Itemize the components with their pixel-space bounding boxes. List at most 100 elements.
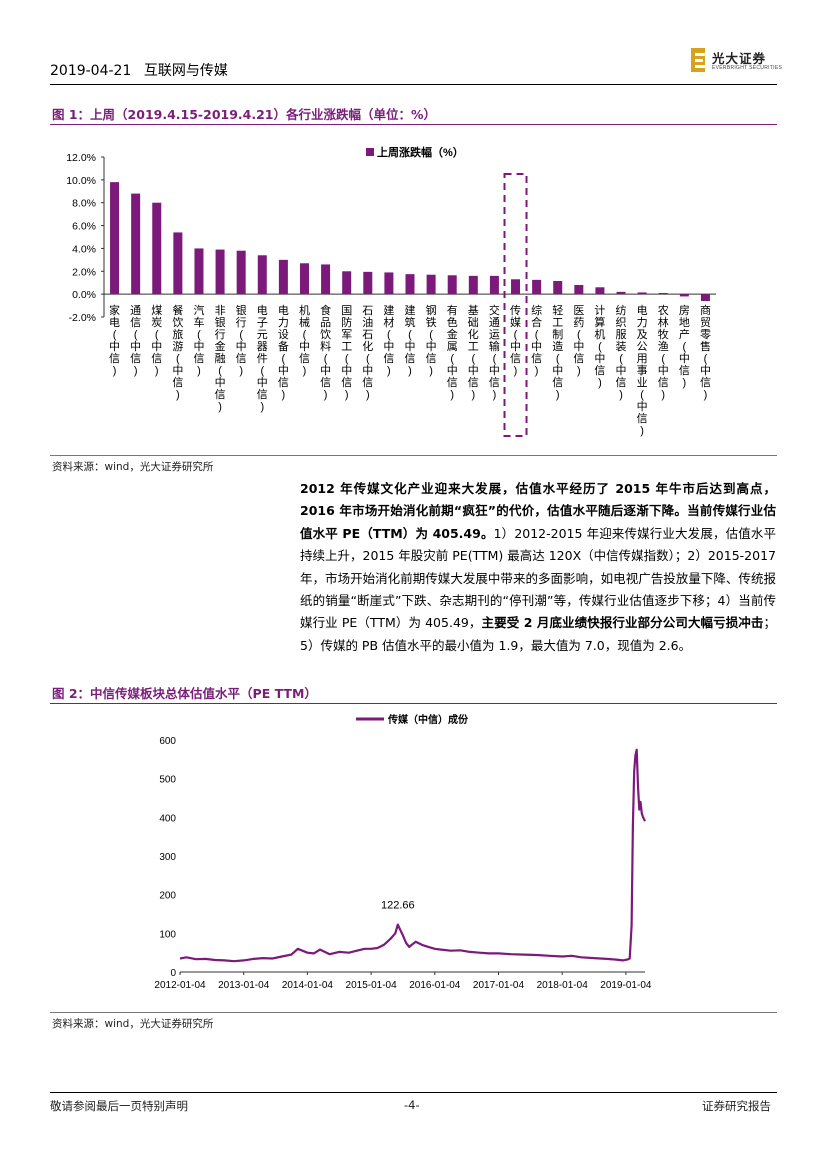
category-char: ): [408, 365, 412, 377]
category-char: (: [387, 329, 391, 341]
category-char: 信: [531, 352, 542, 365]
category-char: 织: [616, 316, 627, 329]
category-char: (: [535, 329, 539, 341]
category-char: (: [577, 329, 581, 341]
category-char: 金: [215, 339, 226, 353]
bar: [131, 193, 141, 295]
figure1-source-rule: [50, 455, 777, 456]
category-char: 合: [531, 315, 542, 329]
analysis-paragraph: 2012 年传媒文化产业迎来大发展，估值水平经历了 2015 年牛市后达到高点，…: [300, 478, 776, 657]
category-char: 电: [257, 304, 268, 317]
category-char: (: [155, 329, 159, 341]
category-char: 林: [658, 315, 669, 329]
category-char: 媒: [510, 316, 521, 329]
footer-disclaimer: 敬请参阅最后一页特别声明: [50, 1099, 188, 1113]
category-char: 公: [637, 341, 648, 353]
category-char: 零: [700, 328, 711, 341]
category-char: 中: [151, 340, 162, 353]
category-char: 房: [679, 304, 690, 317]
peak-annotation: 122.66: [381, 900, 415, 912]
paragraph-text-a: 1）2012-2015 年迎来传媒行业大发展，估值水平持续上升，2015 年股灾…: [300, 525, 777, 631]
category-text: 餐饮旅游(中信): [172, 303, 183, 401]
category-char: 电: [278, 304, 289, 317]
category-char: 银: [236, 303, 247, 317]
category-char: 中: [130, 340, 141, 353]
category-text: 石油石化(中信): [362, 305, 373, 401]
category-char: 牧: [658, 327, 669, 341]
category-char: 建: [383, 303, 394, 317]
category-char: ): [113, 365, 117, 377]
category-char: 信: [236, 352, 247, 365]
category-text: 医药(中信): [573, 305, 584, 377]
category-char: ): [282, 389, 286, 401]
category-char: 器: [257, 340, 268, 353]
category-char: (: [683, 341, 687, 353]
figure2-source: 资料来源：wind，光大证券研究所: [52, 1018, 214, 1030]
line-chart: 传媒（中信）成份 0 100 200 300 400 500 600 2012-01-04 2…: [154, 713, 651, 991]
category-char: (: [218, 365, 222, 377]
bar: [553, 281, 563, 295]
category-char: 车: [193, 315, 204, 329]
category-char: 中: [236, 340, 247, 353]
category-char: ): [535, 365, 539, 377]
category-char: ): [366, 389, 370, 401]
category-char: 餐: [172, 303, 183, 317]
category-char: 机: [594, 327, 605, 341]
category-char: (: [197, 329, 201, 341]
category-char: 医: [573, 305, 584, 317]
category-char: 非: [215, 304, 226, 317]
figure1-title: 图 1：上周（2019.4.15-2019.4.21）各行业涨跌幅（单位：%）: [52, 107, 437, 122]
y-tick-label: 0.0%: [72, 289, 96, 301]
category-char: 电: [637, 304, 648, 317]
category-char: ): [598, 377, 602, 389]
figure2-title: 图 2：中信传媒板块总体估值水平（PE TTM）: [52, 686, 317, 701]
x-category-label: 电力及公用事业(中信): [637, 304, 648, 437]
category-char: 国: [341, 304, 352, 317]
category-char: 信: [552, 376, 563, 389]
category-char: 油: [362, 315, 373, 329]
category-char: 金: [447, 327, 458, 341]
category-text: 电力设备(中信): [278, 304, 289, 401]
bar: [363, 271, 373, 295]
category-char: 建: [405, 303, 416, 317]
bar: [384, 272, 394, 295]
logo-text-cn: 光大证券: [712, 51, 767, 66]
category-text: 非银行金融(中信): [215, 304, 226, 413]
figure1-source: 资料来源：wind，光大证券研究所: [52, 461, 214, 473]
y-tick-label: 100: [159, 929, 176, 940]
bar: [426, 274, 436, 295]
x-category-label: 通信(中信): [130, 304, 141, 377]
legend-label: 上周涨跌幅（%）: [377, 145, 464, 159]
category-char: 制: [552, 328, 563, 341]
category-text: 钢铁(中信): [426, 304, 437, 377]
bar-chart: 上周涨跌幅（%） 12.0% 10.0% 8.0% 6.0% 4.0% 2.0% 0.0% -…: [66, 145, 716, 437]
bar: [173, 232, 183, 295]
legend-swatch: [366, 148, 374, 156]
category-char: 信: [257, 388, 268, 401]
bar: [595, 287, 605, 295]
bar: [257, 255, 267, 295]
x-category-label: 计算机(中信): [594, 304, 605, 389]
category-char: 机: [299, 303, 310, 317]
category-char: 信: [510, 352, 521, 365]
bar: [321, 264, 331, 295]
category-char: (: [450, 353, 454, 365]
category-char: 行: [215, 328, 226, 341]
x-category-label: 家电(中信): [109, 303, 120, 377]
category-char: ): [260, 401, 264, 413]
category-char: 信: [172, 376, 183, 389]
category-char: 汽: [193, 303, 204, 317]
category-char: (: [514, 329, 518, 341]
category-char: 信: [594, 364, 605, 377]
category-char: (: [134, 329, 138, 341]
x-tick-label: 2015-01-04: [346, 980, 398, 991]
category-char: 中: [700, 364, 711, 377]
x-category-label: 基础化工(中信): [468, 304, 479, 401]
category-char: (: [282, 353, 286, 365]
category-text: 交通运输(中信): [489, 303, 500, 401]
category-char: (: [640, 389, 644, 401]
bar: [110, 182, 120, 295]
category-char: 中: [215, 376, 226, 389]
x-category-label: 煤炭(中信): [151, 304, 162, 377]
y-tick-label: 6.0%: [72, 221, 96, 233]
